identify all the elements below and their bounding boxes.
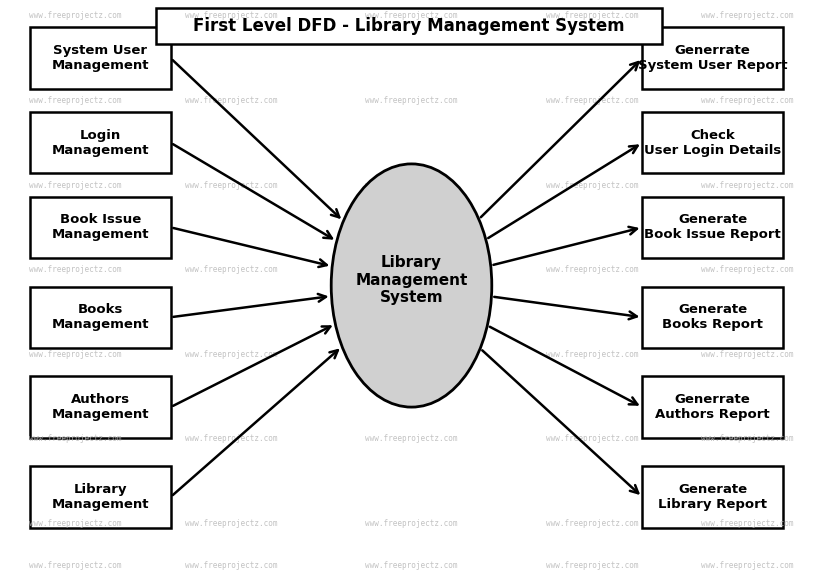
Text: Library
Management: Library Management — [52, 483, 149, 511]
Text: www.freeprojectz.com: www.freeprojectz.com — [29, 180, 122, 190]
Text: www.freeprojectz.com: www.freeprojectz.com — [701, 349, 794, 359]
Text: Generate
Book Issue Report: Generate Book Issue Report — [644, 214, 781, 242]
Text: www.freeprojectz.com: www.freeprojectz.com — [546, 349, 639, 359]
Text: www.freeprojectz.com: www.freeprojectz.com — [365, 561, 458, 570]
Text: www.freeprojectz.com: www.freeprojectz.com — [546, 265, 639, 274]
FancyBboxPatch shape — [642, 27, 783, 89]
Text: First Level DFD - Library Management System: First Level DFD - Library Management Sys… — [193, 18, 625, 35]
Text: www.freeprojectz.com: www.freeprojectz.com — [184, 180, 277, 190]
Text: www.freeprojectz.com: www.freeprojectz.com — [701, 561, 794, 570]
Text: www.freeprojectz.com: www.freeprojectz.com — [546, 96, 639, 105]
Text: www.freeprojectz.com: www.freeprojectz.com — [546, 435, 639, 443]
Text: www.freeprojectz.com: www.freeprojectz.com — [184, 11, 277, 21]
Text: Generrate
System User Report: Generrate System User Report — [638, 44, 788, 72]
Text: www.freeprojectz.com: www.freeprojectz.com — [29, 96, 122, 105]
Text: www.freeprojectz.com: www.freeprojectz.com — [29, 265, 122, 274]
Text: Generate
Books Report: Generate Books Report — [663, 303, 763, 331]
FancyBboxPatch shape — [30, 467, 170, 528]
Text: www.freeprojectz.com: www.freeprojectz.com — [701, 96, 794, 105]
Text: www.freeprojectz.com: www.freeprojectz.com — [546, 519, 639, 528]
Text: www.freeprojectz.com: www.freeprojectz.com — [29, 435, 122, 443]
Text: www.freeprojectz.com: www.freeprojectz.com — [29, 519, 122, 528]
Text: www.freeprojectz.com: www.freeprojectz.com — [701, 519, 794, 528]
FancyBboxPatch shape — [30, 376, 170, 438]
Text: www.freeprojectz.com: www.freeprojectz.com — [29, 11, 122, 21]
Text: www.freeprojectz.com: www.freeprojectz.com — [701, 11, 794, 21]
Text: System User
Management: System User Management — [52, 44, 149, 72]
Text: www.freeprojectz.com: www.freeprojectz.com — [365, 265, 458, 274]
FancyBboxPatch shape — [156, 9, 663, 45]
Text: www.freeprojectz.com: www.freeprojectz.com — [365, 435, 458, 443]
Text: www.freeprojectz.com: www.freeprojectz.com — [184, 349, 277, 359]
FancyBboxPatch shape — [30, 27, 170, 89]
Text: Authors
Management: Authors Management — [52, 393, 149, 421]
Text: www.freeprojectz.com: www.freeprojectz.com — [184, 519, 277, 528]
Text: Generate
Library Report: Generate Library Report — [658, 483, 767, 511]
Text: www.freeprojectz.com: www.freeprojectz.com — [184, 265, 277, 274]
Text: www.freeprojectz.com: www.freeprojectz.com — [184, 561, 277, 570]
Text: Book Issue
Management: Book Issue Management — [52, 214, 149, 242]
FancyBboxPatch shape — [642, 196, 783, 258]
FancyBboxPatch shape — [642, 467, 783, 528]
Text: www.freeprojectz.com: www.freeprojectz.com — [365, 349, 458, 359]
FancyBboxPatch shape — [642, 376, 783, 438]
Text: www.freeprojectz.com: www.freeprojectz.com — [701, 180, 794, 190]
FancyBboxPatch shape — [30, 112, 170, 174]
FancyBboxPatch shape — [30, 287, 170, 348]
Text: www.freeprojectz.com: www.freeprojectz.com — [701, 265, 794, 274]
Text: www.freeprojectz.com: www.freeprojectz.com — [701, 435, 794, 443]
Text: www.freeprojectz.com: www.freeprojectz.com — [546, 180, 639, 190]
Text: www.freeprojectz.com: www.freeprojectz.com — [184, 435, 277, 443]
Text: www.freeprojectz.com: www.freeprojectz.com — [29, 349, 122, 359]
Text: Library
Management
System: Library Management System — [356, 255, 467, 305]
Text: Books
Management: Books Management — [52, 303, 149, 331]
Text: Check
User Login Details: Check User Login Details — [644, 128, 781, 157]
Text: www.freeprojectz.com: www.freeprojectz.com — [365, 11, 458, 21]
Text: www.freeprojectz.com: www.freeprojectz.com — [365, 180, 458, 190]
Text: www.freeprojectz.com: www.freeprojectz.com — [546, 11, 639, 21]
Text: Login
Management: Login Management — [52, 128, 149, 157]
Text: www.freeprojectz.com: www.freeprojectz.com — [365, 96, 458, 105]
Ellipse shape — [331, 164, 492, 407]
Text: www.freeprojectz.com: www.freeprojectz.com — [365, 519, 458, 528]
Text: www.freeprojectz.com: www.freeprojectz.com — [29, 561, 122, 570]
Text: www.freeprojectz.com: www.freeprojectz.com — [184, 96, 277, 105]
Text: www.freeprojectz.com: www.freeprojectz.com — [546, 561, 639, 570]
FancyBboxPatch shape — [642, 287, 783, 348]
FancyBboxPatch shape — [30, 196, 170, 258]
FancyBboxPatch shape — [642, 112, 783, 174]
Text: Generrate
Authors Report: Generrate Authors Report — [655, 393, 770, 421]
